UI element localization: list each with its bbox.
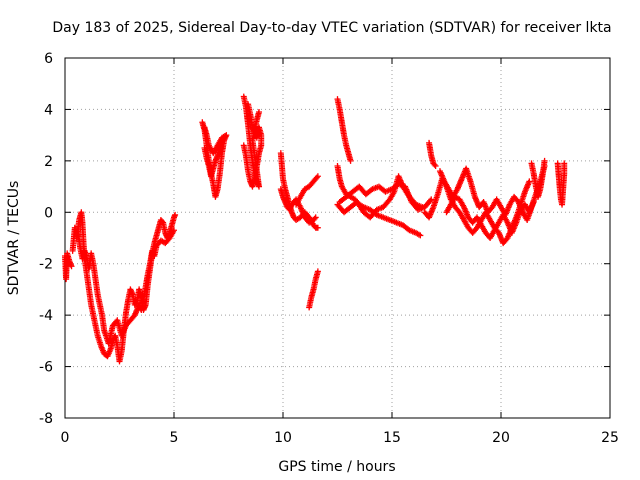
data-point: [312, 214, 319, 221]
data-point: [541, 157, 548, 164]
data-point: [561, 160, 568, 167]
x-axis-title: GPS time / hours: [278, 459, 395, 475]
data-points: [62, 93, 568, 365]
data-point: [530, 199, 537, 205]
data-point: [526, 178, 533, 185]
x-tick-label: 25: [601, 430, 619, 446]
x-tick-label: 5: [170, 430, 179, 446]
data-point: [431, 161, 438, 168]
y-tick-labels: -8 -6 -4 -2 0 2 4 6: [39, 51, 53, 427]
y-tick-label: 2: [44, 154, 53, 170]
data-point: [314, 268, 321, 275]
data-point: [245, 101, 252, 108]
y-tick-label: -2: [39, 257, 53, 273]
data-point: [417, 232, 424, 239]
data-point: [314, 224, 321, 231]
data-point: [432, 163, 439, 169]
x-tick-label: 10: [274, 430, 292, 446]
x-tick-label: 15: [383, 430, 401, 446]
y-tick-label: 6: [44, 51, 53, 67]
plot-frame: [64, 57, 611, 419]
data-point: [68, 263, 75, 270]
y-tick-label: 4: [44, 102, 53, 118]
x-tick-labels: 0 5 10 15 20 25: [61, 430, 619, 446]
x-tick-label: 0: [61, 430, 70, 446]
chart-title: Day 183 of 2025, Sidereal Day-to-day VTE…: [52, 20, 611, 36]
data-point: [172, 211, 179, 218]
y-tick-label: 0: [44, 205, 53, 221]
data-point: [218, 139, 225, 146]
data-point: [256, 109, 263, 115]
data-point: [311, 215, 318, 222]
axis-ticks: [64, 57, 611, 419]
y-axis-title: SDTVAR / TECUs: [6, 181, 22, 296]
y-tick-label: -8: [39, 411, 53, 427]
data-point: [171, 227, 177, 234]
data-point: [427, 197, 434, 204]
data-point: [314, 173, 321, 180]
data-point: [347, 157, 354, 164]
x-tick-label: 20: [492, 430, 510, 446]
y-tick-label: -6: [39, 360, 53, 376]
data-point: [419, 204, 426, 211]
data-point: [201, 124, 208, 131]
data-point: [313, 174, 320, 181]
y-tick-label: -4: [39, 308, 53, 324]
